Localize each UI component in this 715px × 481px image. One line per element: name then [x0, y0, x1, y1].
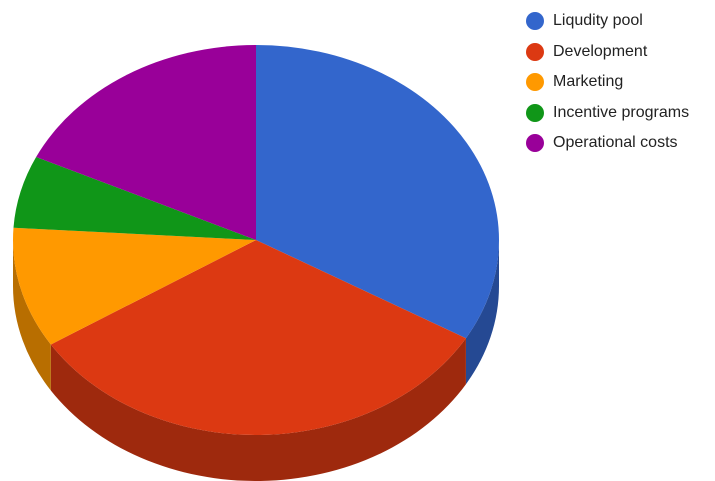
legend-label: Marketing — [553, 73, 624, 91]
legend-label: Liqudity pool — [553, 12, 643, 30]
legend-item-liqudity-pool[interactable]: Liqudity pool — [526, 6, 689, 37]
legend: Liqudity pool Development Marketing Incenti… — [526, 6, 689, 159]
legend-swatch — [526, 134, 544, 153]
legend-label: Operational costs — [553, 134, 678, 152]
pie-side-walls — [13, 240, 499, 481]
pie-side-development — [50, 338, 466, 481]
pie-slice-operational-costs[interactable] — [36, 45, 256, 240]
legend-item-incentive-programs[interactable]: Incentive programs — [526, 98, 689, 129]
pie-slice-liqudity-pool[interactable] — [256, 45, 499, 339]
legend-swatch — [526, 12, 544, 31]
pie-side-marketing — [13, 240, 51, 391]
pie-slice-development[interactable] — [50, 240, 466, 435]
legend-item-development[interactable]: Development — [526, 37, 689, 68]
legend-item-operational-costs[interactable]: Operational costs — [526, 128, 689, 159]
legend-item-marketing[interactable]: Marketing — [526, 67, 689, 98]
pie-side-liqudity-pool — [465, 240, 499, 385]
legend-swatch — [526, 73, 544, 92]
legend-label: Development — [553, 42, 648, 60]
legend-swatch — [526, 103, 544, 122]
legend-swatch — [526, 42, 544, 61]
pie-slice-incentive-programs[interactable] — [13, 156, 256, 240]
pie-top-faces — [12, 45, 499, 435]
legend-label: Incentive programs — [553, 103, 690, 121]
pie-slice-marketing[interactable] — [12, 227, 256, 345]
